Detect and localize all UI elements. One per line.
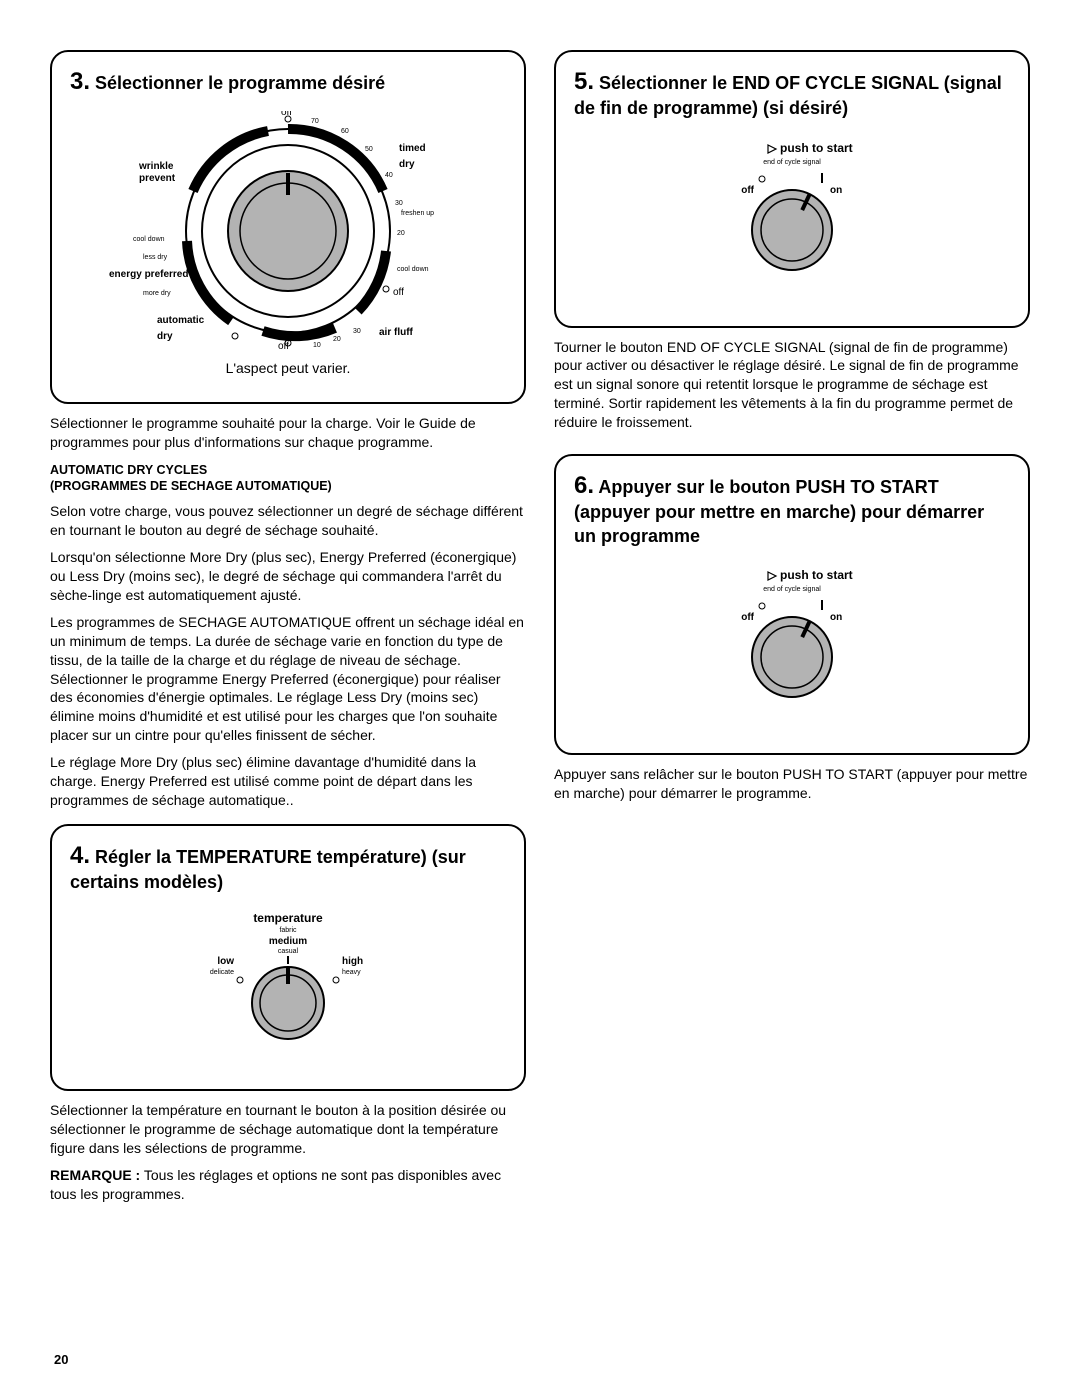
step4-dial-area: temperature fabric medium casual low del…	[70, 902, 506, 1069]
svg-text:more dry: more dry	[143, 290, 171, 297]
step6-title: 6. Appuyer sur le bouton PUSH TO START (…	[574, 470, 1010, 548]
svg-text:automatic: automatic	[157, 315, 205, 326]
step3-subhead1: AUTOMATIC DRY CYCLES	[50, 462, 526, 478]
step3-dial-area: off timed dry automatic dry air fluff 70…	[70, 105, 506, 382]
svg-text:30: 30	[395, 200, 403, 207]
svg-text:end of cycle signal: end of cycle signal	[763, 586, 821, 593]
svg-text:off: off	[393, 287, 404, 298]
step3-caption: L'aspect peut varier.	[70, 360, 506, 376]
step4-note-label: REMARQUE :	[50, 1167, 140, 1183]
step4-title-text: Régler la TEMPERATURE température) (sur …	[70, 847, 466, 892]
step4-note: REMARQUE : Tous les réglages et options …	[50, 1166, 526, 1204]
svg-text:end of cycle signal: end of cycle signal	[763, 159, 821, 166]
svg-text:temperature: temperature	[253, 911, 323, 925]
svg-text:20: 20	[397, 230, 405, 237]
svg-text:less dry: less dry	[143, 254, 168, 261]
svg-text:off: off	[741, 185, 754, 196]
svg-text:on: on	[830, 185, 842, 196]
step3-title: 3. Sélectionner le programme désiré	[70, 66, 506, 97]
svg-text:energy preferred: energy preferred	[109, 269, 188, 280]
cycle-dial-icon: off timed dry automatic dry air fluff 70…	[103, 111, 473, 351]
step4-number: 4.	[70, 842, 90, 869]
right-column: 5. Sélectionner le END OF CYCLE SIGNAL (…	[554, 50, 1030, 1212]
step3-para3: Lorsqu'on sélectionne More Dry (plus sec…	[50, 548, 526, 605]
step4-para1: Sélectionner la température en tournant …	[50, 1101, 526, 1158]
page-number: 20	[54, 1352, 68, 1367]
page-grid: 3. Sélectionner le programme désiré	[50, 50, 1030, 1212]
step3-subhead2: (PROGRAMMES DE SECHAGE AUTOMATIQUE)	[50, 478, 526, 494]
svg-text:20: 20	[333, 336, 341, 343]
svg-text:off: off	[741, 612, 754, 623]
step6-title-text: Appuyer sur le bouton PUSH TO START (app…	[574, 477, 984, 546]
svg-text:50: 50	[365, 146, 373, 153]
svg-text:cool down: cool down	[133, 236, 165, 243]
svg-text:prevent: prevent	[139, 173, 176, 184]
svg-text:on: on	[830, 612, 842, 623]
step3-para1: Sélectionner le programme souhaité pour …	[50, 414, 526, 452]
step3-title-text: Sélectionner le programme désiré	[95, 73, 385, 93]
step4-box: 4. Régler la TEMPERATURE température) (s…	[50, 824, 526, 1092]
temperature-knob-icon: temperature fabric medium casual low del…	[178, 908, 398, 1058]
step3-box: 3. Sélectionner le programme désiré	[50, 50, 526, 404]
svg-text:medium: medium	[269, 936, 307, 947]
step3-para5: Le réglage More Dry (plus sec) élimine d…	[50, 753, 526, 810]
step5-para1: Tourner le bouton END OF CYCLE SIGNAL (s…	[554, 338, 1030, 432]
step6-box: 6. Appuyer sur le bouton PUSH TO START (…	[554, 454, 1030, 755]
svg-text:casual: casual	[278, 948, 299, 955]
svg-text:40: 40	[385, 172, 393, 179]
svg-text:freshen up: freshen up	[401, 210, 434, 217]
signal-knob-icon: push to start end of cycle signal off on	[672, 135, 912, 295]
svg-text:heavy: heavy	[342, 969, 361, 976]
step4-title: 4. Régler la TEMPERATURE température) (s…	[70, 840, 506, 895]
step5-box: 5. Sélectionner le END OF CYCLE SIGNAL (…	[554, 50, 1030, 328]
step5-title-text: Sélectionner le END OF CYCLE SIGNAL (sig…	[574, 73, 1002, 118]
svg-text:10: 10	[313, 342, 321, 349]
start-knob-icon: push to start end of cycle signal off on	[672, 562, 912, 722]
step6-dial-area: push to start end of cycle signal off on	[574, 556, 1010, 733]
svg-text:30: 30	[353, 328, 361, 335]
svg-text:delicate: delicate	[210, 969, 234, 976]
step3-para4: Les programmes de SECHAGE AUTOMATIQUE of…	[50, 613, 526, 745]
svg-text:push to start: push to start	[780, 568, 853, 582]
svg-text:high: high	[342, 956, 363, 967]
svg-text:dry: dry	[157, 331, 173, 342]
step3-para2: Selon votre charge, vous pouvez sélectio…	[50, 502, 526, 540]
svg-text:cool down: cool down	[397, 266, 429, 273]
svg-text:dry: dry	[399, 159, 415, 170]
svg-text:fabric: fabric	[279, 927, 297, 934]
step5-number: 5.	[574, 68, 594, 95]
step5-title: 5. Sélectionner le END OF CYCLE SIGNAL (…	[574, 66, 1010, 121]
svg-text:off: off	[278, 341, 289, 351]
svg-text:air fluff: air fluff	[379, 327, 414, 338]
svg-text:timed: timed	[399, 143, 426, 154]
svg-text:60: 60	[341, 128, 349, 135]
svg-text:low: low	[217, 956, 234, 967]
svg-text:push to start: push to start	[780, 141, 853, 155]
step3-number: 3.	[70, 68, 90, 95]
step5-dial-area: push to start end of cycle signal off on	[574, 129, 1010, 306]
svg-text:off: off	[281, 111, 292, 118]
svg-text:wrinkle: wrinkle	[138, 161, 174, 172]
left-column: 3. Sélectionner le programme désiré	[50, 50, 526, 1212]
step6-para1: Appuyer sans relâcher sur le bouton PUSH…	[554, 765, 1030, 803]
step6-number: 6.	[574, 472, 594, 499]
svg-text:70: 70	[311, 118, 319, 125]
